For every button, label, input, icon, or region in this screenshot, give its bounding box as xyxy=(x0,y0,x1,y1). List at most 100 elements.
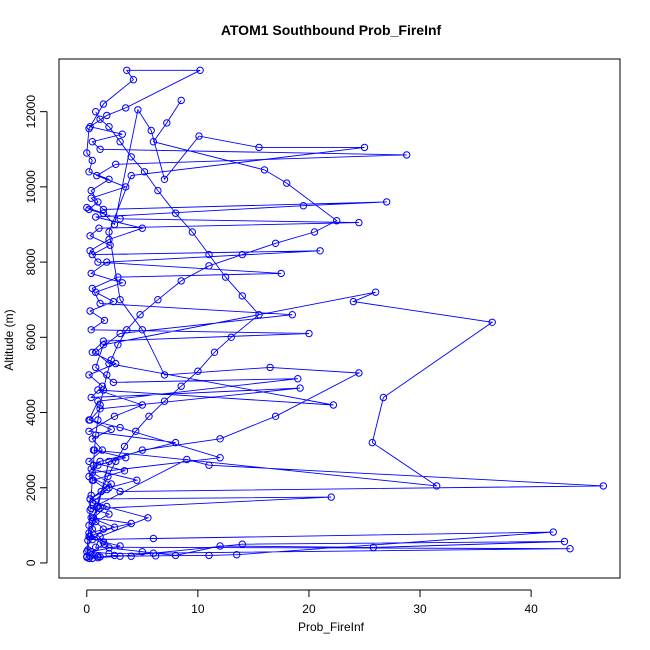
data-point xyxy=(288,311,296,319)
y-axis-label: Altitude (m) xyxy=(2,309,16,370)
data-point xyxy=(120,442,129,451)
data-point xyxy=(160,397,169,405)
plot-area xyxy=(83,66,607,563)
data-point xyxy=(127,153,135,161)
series-4 xyxy=(83,96,341,556)
data-point xyxy=(123,66,131,75)
data-point xyxy=(88,156,97,165)
data-point xyxy=(171,209,180,217)
data-point xyxy=(106,241,114,249)
data-point xyxy=(85,554,93,563)
data-point xyxy=(127,519,135,528)
data-point xyxy=(305,329,313,338)
data-point xyxy=(379,393,388,402)
data-point xyxy=(99,100,108,108)
data-point xyxy=(154,296,162,304)
data-point xyxy=(87,194,95,202)
data-point xyxy=(105,510,113,518)
data-point xyxy=(85,168,93,176)
data-point xyxy=(99,525,108,533)
data-point xyxy=(145,412,153,420)
data-point xyxy=(310,228,319,236)
data-point xyxy=(233,551,241,559)
data-point xyxy=(255,311,263,319)
data-point xyxy=(136,311,144,319)
data-point xyxy=(188,228,197,236)
data-point xyxy=(87,465,95,473)
data-point xyxy=(116,329,124,338)
data-point xyxy=(103,258,111,266)
data-point xyxy=(86,123,94,131)
data-point xyxy=(87,491,95,499)
data-point xyxy=(86,506,94,514)
data-point xyxy=(86,307,94,315)
data-point xyxy=(94,461,102,469)
data-point xyxy=(216,542,224,550)
data-point xyxy=(140,168,149,176)
data-point xyxy=(88,499,97,507)
data-point xyxy=(566,545,574,553)
data-point xyxy=(171,551,180,560)
data-point xyxy=(92,348,100,356)
data-point xyxy=(296,384,304,392)
data-point xyxy=(97,487,105,496)
data-point xyxy=(238,540,247,548)
data-point xyxy=(96,532,104,541)
data-point xyxy=(329,401,338,409)
data-point xyxy=(87,326,95,334)
data-point xyxy=(109,378,118,387)
data-point xyxy=(333,217,341,225)
data-point xyxy=(122,104,130,112)
data-point xyxy=(96,145,104,154)
data-point xyxy=(205,262,213,270)
data-point xyxy=(138,326,147,334)
data-point xyxy=(96,299,104,308)
data-point xyxy=(355,218,363,227)
data-point xyxy=(112,457,120,466)
data-point xyxy=(138,401,147,409)
data-point xyxy=(149,138,158,146)
data-point xyxy=(316,247,324,255)
data-point xyxy=(327,493,335,501)
data-point xyxy=(103,502,111,511)
data-point xyxy=(154,186,162,195)
data-point xyxy=(549,528,557,536)
data-point xyxy=(129,76,138,84)
data-point xyxy=(92,288,100,296)
data-point xyxy=(98,446,107,454)
data-point xyxy=(271,412,280,420)
data-point xyxy=(85,521,93,529)
data-point xyxy=(83,552,91,561)
data-point xyxy=(96,457,104,466)
data-point xyxy=(90,446,99,454)
series-line xyxy=(86,100,338,552)
data-point xyxy=(205,551,213,560)
data-point xyxy=(88,348,97,356)
data-point xyxy=(123,326,131,334)
data-point xyxy=(349,297,358,306)
data-point xyxy=(88,476,97,484)
data-point xyxy=(94,554,102,562)
data-point xyxy=(560,537,569,546)
data-point xyxy=(94,258,102,266)
data-point xyxy=(160,371,169,379)
data-point xyxy=(86,495,94,503)
data-point xyxy=(132,427,140,435)
data-point xyxy=(94,198,102,206)
data-point xyxy=(294,375,302,383)
y-tick-label: 2000 xyxy=(24,474,38,501)
data-point xyxy=(86,416,94,424)
data-point xyxy=(227,333,235,341)
data-point xyxy=(99,341,108,349)
data-point xyxy=(196,66,204,75)
data-point xyxy=(89,461,98,469)
data-point xyxy=(383,198,391,206)
data-point xyxy=(103,371,111,379)
data-point xyxy=(83,203,91,212)
data-point xyxy=(221,273,230,281)
data-point xyxy=(99,386,108,394)
data-point xyxy=(133,476,141,484)
data-point xyxy=(138,224,147,232)
data-point xyxy=(85,371,93,379)
data-point xyxy=(433,482,441,490)
